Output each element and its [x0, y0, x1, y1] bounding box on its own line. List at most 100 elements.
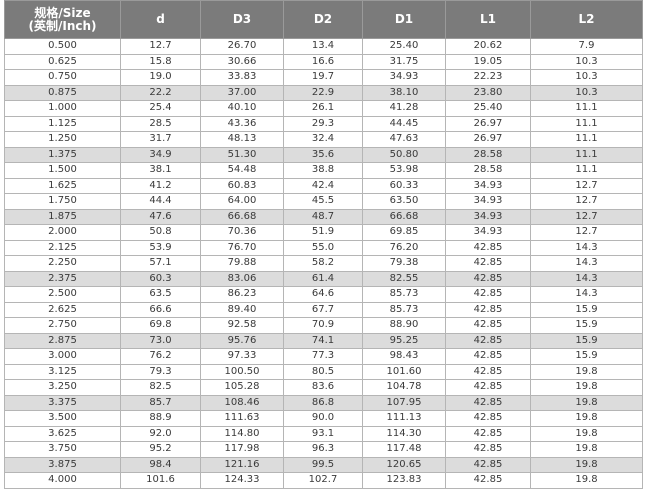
table-cell: 51.9 [283, 224, 363, 241]
table-cell: 22.23 [445, 69, 531, 86]
table-cell: 2.250 [4, 255, 121, 272]
table-cell: 3.250 [4, 379, 121, 396]
table-cell: 15.9 [530, 348, 643, 365]
table-cell: 38.1 [120, 162, 201, 179]
table-row: 4.000 101.6 124.33 102.7 123.83 42.85 19.8 [4, 472, 643, 489]
table-cell: 31.7 [120, 131, 201, 148]
table-cell: 1.500 [4, 162, 121, 179]
table-cell: 15.9 [530, 301, 643, 318]
table-cell: 48.7 [283, 208, 363, 225]
table-cell: 85.7 [120, 394, 201, 411]
table-cell: 55.0 [283, 239, 363, 256]
table-cell: 42.85 [445, 255, 531, 272]
table-cell: 26.97 [445, 131, 531, 148]
table-cell: 93.1 [283, 425, 363, 442]
table-cell: 83.6 [283, 379, 363, 396]
table-cell: 50.80 [362, 146, 446, 163]
table-cell: 1.250 [4, 131, 121, 148]
table-row: 1.375 34.9 51.30 35.6 50.80 28.58 11.1 [4, 146, 643, 163]
table-row: 1.750 44.4 64.00 45.5 63.50 34.93 12.7 [4, 193, 643, 210]
table-cell: 85.73 [362, 301, 446, 318]
table-cell: 19.0 [120, 69, 201, 86]
table-row: 3.375 85.7 108.46 86.8 107.95 42.85 19.8 [4, 394, 643, 411]
table-cell: 12.7 [530, 224, 643, 241]
table-cell: 60.83 [200, 177, 284, 194]
table-cell: 19.8 [530, 425, 643, 442]
table-cell: 67.7 [283, 301, 363, 318]
table-cell: 10.3 [530, 53, 643, 70]
table-cell: 42.85 [445, 286, 531, 303]
table-cell: 1.750 [4, 193, 121, 210]
table-cell: 63.50 [362, 193, 446, 210]
table-cell: 92.0 [120, 425, 201, 442]
table-cell: 48.13 [200, 131, 284, 148]
table-cell: 3.500 [4, 410, 121, 427]
table-row: 0.750 19.0 33.83 19.7 34.93 22.23 10.3 [4, 69, 643, 86]
table-row: 1.125 28.5 43.36 29.3 44.45 26.97 11.1 [4, 115, 643, 132]
table-cell: 77.3 [283, 348, 363, 365]
table-cell: 117.48 [362, 441, 446, 458]
table-cell: 42.85 [445, 472, 531, 489]
table-cell: 97.33 [200, 348, 284, 365]
table-body: 0.500 12.7 26.70 13.4 25.40 20.62 7.9 0.625 15.8… [4, 38, 643, 489]
table-cell: 42.85 [445, 332, 531, 349]
table-cell: 42.85 [445, 239, 531, 256]
table-cell: 79.3 [120, 363, 201, 380]
table-cell: 16.6 [283, 53, 363, 70]
table-cell: 104.78 [362, 379, 446, 396]
table-row: 2.000 50.8 70.36 51.9 69.85 34.93 12.7 [4, 224, 643, 241]
table-cell: 100.50 [200, 363, 284, 380]
table-cell: 32.4 [283, 131, 363, 148]
table-cell: 73.0 [120, 332, 201, 349]
table-cell: 44.4 [120, 193, 201, 210]
table-cell: 66.68 [362, 208, 446, 225]
table-cell: 42.85 [445, 348, 531, 365]
table-cell: 13.4 [283, 38, 363, 55]
table-cell: 22.9 [283, 84, 363, 101]
table-cell: 42.85 [445, 456, 531, 473]
table-cell: 10.3 [530, 84, 643, 101]
table-cell: 37.00 [200, 84, 284, 101]
table-cell: 34.93 [362, 69, 446, 86]
table-cell: 89.40 [200, 301, 284, 318]
table-cell: 86.23 [200, 286, 284, 303]
table-cell: 0.500 [4, 38, 121, 55]
table-cell: 76.20 [362, 239, 446, 256]
table-cell: 69.85 [362, 224, 446, 241]
table-row: 0.875 22.2 37.00 22.9 38.10 23.80 10.3 [4, 84, 643, 101]
header-cell: d [120, 0, 201, 39]
table-cell: 80.5 [283, 363, 363, 380]
table-cell: 4.000 [4, 472, 121, 489]
table-row: 3.000 76.2 97.33 77.3 98.43 42.85 15.9 [4, 348, 643, 365]
table-cell: 19.7 [283, 69, 363, 86]
table-cell: 111.63 [200, 410, 284, 427]
table-cell: 25.40 [362, 38, 446, 55]
table-cell: 120.65 [362, 456, 446, 473]
table-row: 1.250 31.7 48.13 32.4 47.63 26.97 11.1 [4, 131, 643, 148]
table-cell: 85.73 [362, 286, 446, 303]
table-cell: 42.85 [445, 441, 531, 458]
table-cell: 54.48 [200, 162, 284, 179]
table-cell: 19.05 [445, 53, 531, 70]
table-cell: 38.8 [283, 162, 363, 179]
table-cell: 42.85 [445, 410, 531, 427]
table-cell: 23.80 [445, 84, 531, 101]
table-cell: 3.625 [4, 425, 121, 442]
table-cell: 124.33 [200, 472, 284, 489]
table-cell: 95.2 [120, 441, 201, 458]
table-cell: 14.3 [530, 286, 643, 303]
table-cell: 1.375 [4, 146, 121, 163]
table-cell: 34.93 [445, 208, 531, 225]
table-cell: 31.75 [362, 53, 446, 70]
table-cell: 42.85 [445, 317, 531, 334]
table-row: 1.000 25.4 40.10 26.1 41.28 25.40 11.1 [4, 100, 643, 117]
table-cell: 42.85 [445, 425, 531, 442]
table-cell: 34.9 [120, 146, 201, 163]
table-cell: 19.8 [530, 363, 643, 380]
table-row: 1.500 38.1 54.48 38.8 53.98 28.58 11.1 [4, 162, 643, 179]
table-cell: 26.70 [200, 38, 284, 55]
table-cell: 66.6 [120, 301, 201, 318]
table-cell: 11.1 [530, 131, 643, 148]
table-row: 2.125 53.9 76.70 55.0 76.20 42.85 14.3 [4, 239, 643, 256]
table-cell: 79.38 [362, 255, 446, 272]
